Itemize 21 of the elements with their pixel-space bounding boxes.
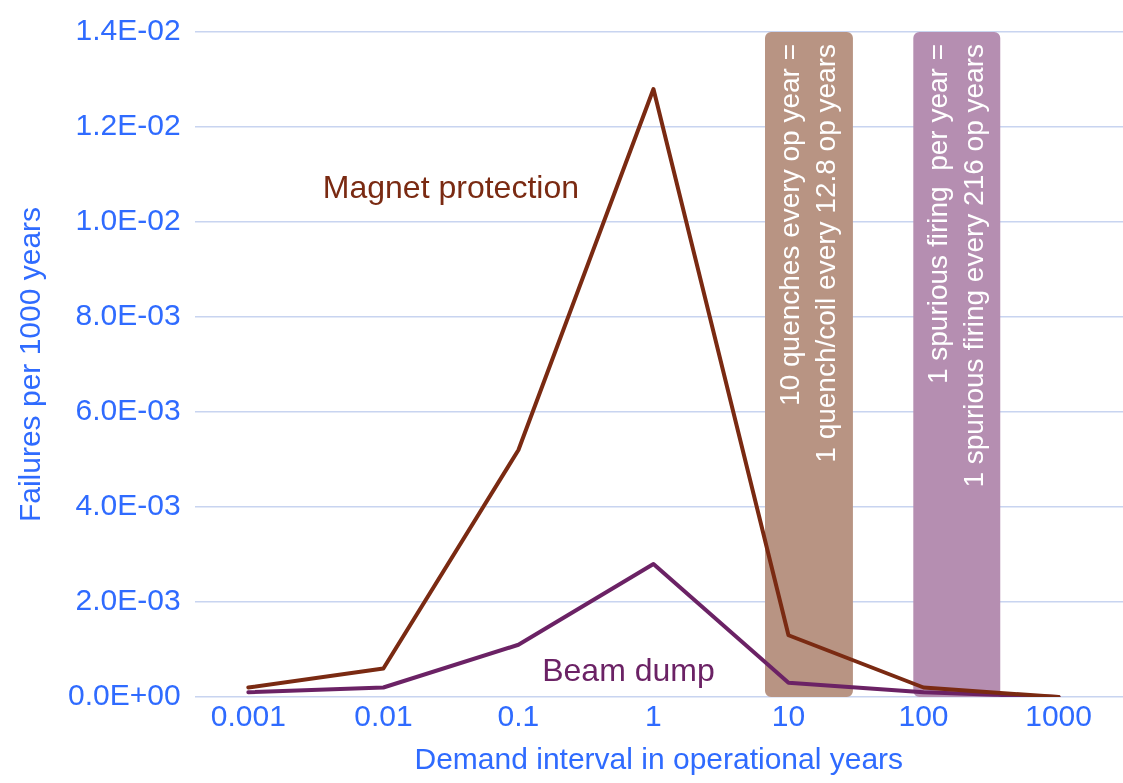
y-tick-label: 0.0E+00 [67, 678, 181, 712]
series-label: Beam dump [542, 651, 715, 688]
x-tick-label: 0.01 [354, 699, 413, 733]
y-tick-label: 1.0E-02 [75, 203, 181, 237]
band-label: 1 spurious firing per year = 1 spurious firing every 216 op years [921, 44, 989, 488]
y-tick-label: 2.0E-03 [75, 583, 181, 617]
band-label: 10 quenches every op year = 1 quench/coil every 12.8 op years [773, 44, 841, 463]
y-tick-label: 4.0E-03 [75, 488, 181, 522]
x-tick-label: 1000 [1025, 699, 1092, 733]
x-tick-label: 100 [898, 699, 949, 733]
x-tick-label: 0.001 [210, 699, 286, 733]
y-tick-label: 6.0E-03 [75, 393, 181, 427]
y-tick-label: 1.2E-02 [75, 108, 181, 142]
x-tick-label: 10 [771, 699, 806, 733]
series-label: Magnet protection [322, 168, 579, 205]
y-tick-label: 8.0E-03 [75, 298, 181, 332]
x-axis-title: Demand interval in operational years [414, 742, 904, 776]
y-tick-label: 1.4E-02 [75, 13, 181, 47]
x-tick-label: 0.1 [497, 699, 540, 733]
y-axis-title: Failures per 1000 years [13, 206, 47, 523]
x-tick-label: 1 [645, 699, 662, 733]
